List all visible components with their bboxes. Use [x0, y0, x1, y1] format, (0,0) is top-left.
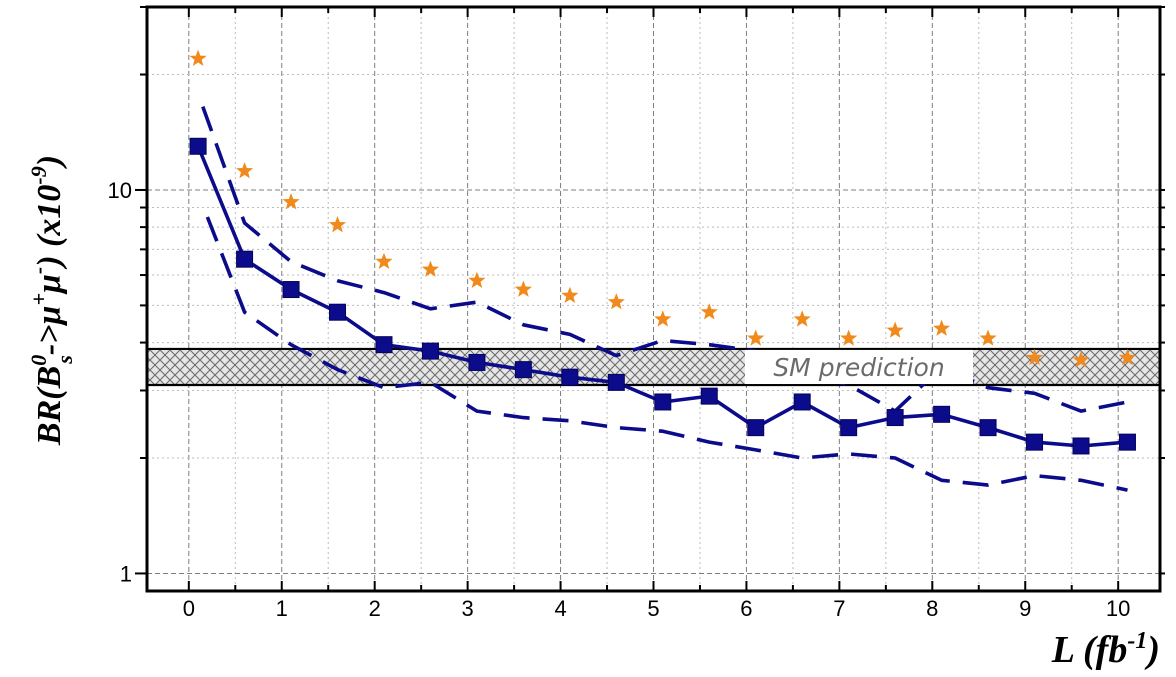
svg-text:BR(B0s->μ+μ-) (x10-9): BR(B0s->μ+μ-) (x10-9): [26, 155, 77, 446]
x-tick-label: 8: [926, 596, 938, 621]
series-0-point: [329, 303, 347, 321]
series-3-point: [747, 329, 765, 346]
series-3-point: [236, 162, 254, 179]
x-tick-label: 1: [276, 596, 288, 621]
sm-label-box: [745, 349, 973, 385]
series-0-point: [886, 409, 904, 427]
x-tick-label: 3: [462, 596, 474, 621]
series-0-point: [1118, 433, 1136, 451]
series-0-point: [1072, 437, 1090, 455]
plot-area: SM prediction 0 1 2 3 4 5 6 7 8 9 10 1 10: [108, 5, 1165, 621]
series-3-point: [979, 329, 997, 346]
sm-label: SM prediction: [773, 353, 944, 382]
series-3-point: [561, 286, 579, 303]
x-axis-ticks: 0 1 2 3 4 5 6 7 8 9 10: [183, 7, 1130, 621]
series-3-point: [793, 310, 811, 327]
series-0-point: [607, 373, 625, 391]
series-3-point: [607, 293, 625, 310]
series-0-point: [979, 419, 997, 437]
y-axis-ticks: 1 10: [108, 6, 1165, 586]
series-0-point: [375, 336, 393, 354]
series-3-point: [700, 303, 718, 320]
x-tick-label: 4: [554, 596, 566, 621]
series-0-point: [282, 281, 300, 299]
series-0-point: [1026, 433, 1044, 451]
series-0-point: [700, 387, 718, 405]
x-tick-label: 2: [369, 596, 381, 621]
series-0-point: [933, 405, 951, 423]
series-3-point: [1025, 348, 1044, 366]
series-0-point: [421, 342, 439, 360]
series-3-point: [1072, 351, 1090, 368]
series-0-point: [468, 353, 486, 371]
series-0-point: [236, 250, 254, 268]
svg-text:L (fb-1): L (fb-1): [1051, 628, 1160, 671]
series-0-point: [561, 368, 579, 386]
series-3-point: [514, 280, 532, 297]
y-tick-label: 1: [120, 561, 132, 586]
x-axis-label: L (fb-1): [1051, 628, 1160, 671]
series-3-point: [468, 271, 486, 288]
series-0-point: [747, 419, 765, 437]
series-3-point: [933, 319, 951, 336]
sm-band: [147, 348, 1160, 386]
series-3-point: [421, 260, 440, 277]
data-layer: SM prediction: [147, 49, 1160, 492]
y-axis-label: BR(B0s->μ+μ-) (x10-9): [26, 155, 77, 446]
series-0-point: [840, 419, 858, 437]
series-0-point: [654, 393, 672, 411]
series-3-point: [328, 216, 347, 233]
series-0-point: [514, 361, 532, 379]
series-3-point: [282, 193, 300, 210]
series-3-point: [840, 329, 858, 346]
x-tick-label: 0: [183, 596, 195, 621]
series-3-point: [886, 321, 904, 338]
series-3-point: [375, 252, 393, 269]
series-3-point: [189, 49, 207, 66]
grid: [147, 6, 1160, 591]
x-tick-label: 9: [1019, 596, 1031, 621]
y-tick-label: 10: [108, 178, 132, 203]
series-0-point: [189, 137, 207, 155]
x-tick-label: 6: [740, 596, 752, 621]
x-tick-label: 10: [1106, 596, 1130, 621]
series-3-point: [654, 310, 672, 327]
series-0-point: [793, 393, 811, 411]
x-tick-label: 5: [647, 596, 659, 621]
x-tick-label: 7: [833, 596, 845, 621]
series-2-line: [205, 216, 1128, 492]
series-3-point: [1118, 348, 1137, 366]
